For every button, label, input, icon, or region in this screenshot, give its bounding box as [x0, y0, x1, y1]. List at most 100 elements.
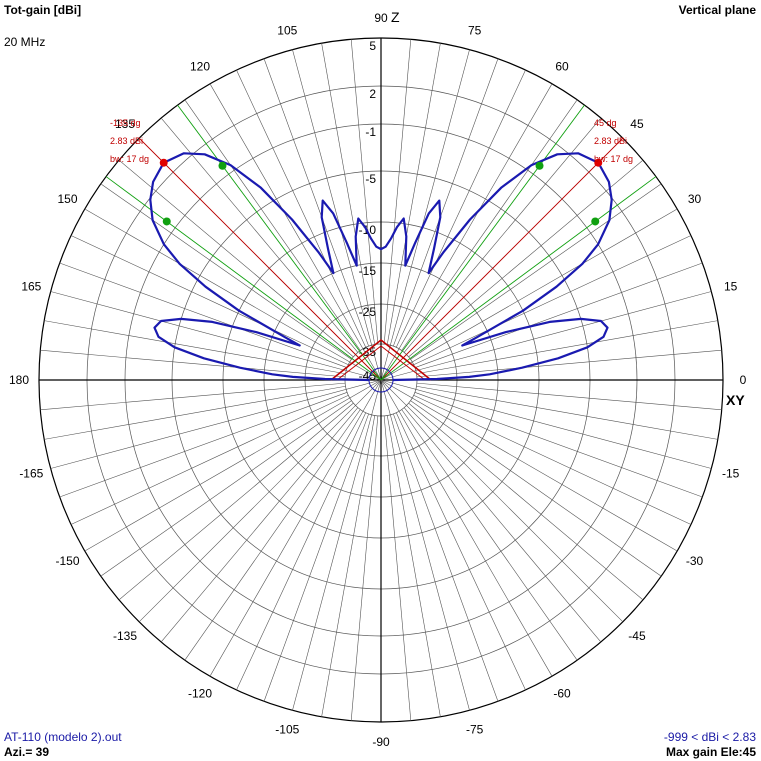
grid-spoke — [380, 379, 712, 469]
grid-spoke — [401, 409, 578, 661]
z-axis-label: Z — [391, 9, 400, 25]
beamwidth-line — [380, 104, 585, 381]
half-power-marker — [591, 217, 600, 226]
grid-spoke — [350, 39, 379, 345]
frequency-label: 20 MHz — [4, 35, 46, 49]
beam-annotations: -135 dg 2.83 dBi bw: 17 dg 45 dg 2.83 dBi bw:… — [110, 118, 633, 164]
grid-spoke — [414, 262, 703, 368]
angle-tick-label: -90 — [372, 735, 390, 749]
grid-spoke — [380, 379, 553, 677]
angle-tick-label: -150 — [55, 554, 79, 568]
angle-tick-label: -30 — [686, 554, 704, 568]
grid-spoke — [160, 407, 359, 643]
grid-spoke — [413, 394, 692, 525]
beam-annotation-text: 2.83 dBi — [110, 136, 143, 146]
radial-tick-label: -15 — [359, 264, 377, 278]
grid-spoke — [380, 208, 678, 381]
grid-spoke — [160, 117, 359, 353]
half-power-marker — [162, 217, 171, 226]
chart-title: Tot-gain [dBi] — [4, 3, 82, 17]
grid-spoke — [236, 412, 367, 691]
grid-spoke — [236, 69, 367, 348]
grid-spoke — [100, 183, 352, 360]
grid-spoke — [100, 400, 352, 577]
grid-spoke — [50, 291, 382, 381]
grid-spoke — [380, 379, 678, 552]
grid-spoke — [393, 58, 499, 347]
beamwidth-line — [177, 104, 382, 381]
beam-annotation-text: 2.83 dBi — [594, 136, 627, 146]
grid-spoke — [395, 412, 526, 691]
beamwidth-line — [380, 176, 657, 381]
angle-tick-label: 30 — [688, 192, 702, 206]
beam-annotation-text: -135 dg — [110, 118, 141, 128]
grid-spoke — [321, 43, 376, 345]
radial-tick-label: -1 — [365, 125, 376, 139]
grid-spoke — [403, 117, 602, 353]
grid-spoke — [413, 235, 692, 366]
angle-tick-label: 60 — [555, 59, 569, 73]
max-gain-line — [138, 137, 382, 381]
grid-spoke — [380, 83, 553, 381]
inner-pattern-line — [336, 345, 426, 381]
grid-spoke — [416, 320, 718, 375]
azimuth-label: Azi.= 39 — [4, 745, 50, 759]
grid-spoke — [416, 349, 722, 378]
grid-spoke — [118, 402, 354, 601]
angle-tick-label: -75 — [466, 723, 484, 737]
pattern-trace — [149, 152, 613, 382]
angle-tick-label: 180 — [9, 373, 29, 387]
grid-spoke — [380, 49, 470, 381]
xy-axis-label: XY — [726, 392, 745, 408]
grid-spoke — [263, 58, 369, 347]
angle-tick-label: -120 — [188, 687, 212, 701]
angle-tick-label: -135 — [113, 629, 137, 643]
radial-tick-label: -5 — [365, 172, 376, 186]
grid-spoke — [350, 415, 379, 721]
angle-tick-label: -165 — [19, 467, 43, 481]
grid-spoke — [416, 382, 722, 411]
grid-spoke — [386, 415, 441, 717]
grid-spoke — [292, 379, 382, 711]
grid-spoke — [209, 83, 382, 381]
grid-spoke — [59, 262, 348, 368]
angle-tick-label: -15 — [722, 467, 740, 481]
grid-spoke — [395, 69, 526, 348]
grid-spoke — [414, 392, 703, 498]
angle-tick-label: 15 — [724, 279, 738, 293]
grid-spoke — [380, 379, 470, 711]
grid-spoke — [408, 402, 644, 601]
angle-tick-label: -45 — [628, 629, 646, 643]
angle-tick-label: 135 — [115, 117, 135, 131]
grid-spoke — [380, 291, 712, 381]
radial-tick-label: 5 — [369, 39, 376, 53]
angle-tick-label: -60 — [553, 687, 571, 701]
grid-spoke — [386, 43, 441, 345]
angle-tick-label: 45 — [630, 117, 644, 131]
grid-spoke — [403, 407, 602, 643]
grid-spoke — [383, 39, 412, 345]
grid-spoke — [84, 208, 382, 381]
grid-spoke — [44, 320, 346, 375]
inner-pattern-line — [330, 338, 432, 381]
max-gain-marker — [594, 158, 603, 167]
angle-tick-label: 105 — [277, 23, 297, 37]
half-power-marker — [218, 161, 227, 170]
grid-spoke — [184, 409, 361, 661]
angle-tick-label: 90 — [374, 11, 388, 25]
beam-annotation-text: bw: 17 dg — [594, 154, 633, 164]
grid-spoke — [118, 159, 354, 358]
angle-tick-label: -105 — [275, 723, 299, 737]
grid-spoke — [70, 235, 349, 366]
grid-spoke — [408, 159, 644, 358]
grid-spoke — [84, 379, 382, 552]
grid-spoke — [393, 413, 499, 702]
grid-spoke — [416, 385, 718, 440]
max-gain-line — [380, 137, 624, 381]
angle-tick-label: 0 — [740, 373, 747, 387]
grid-spoke — [380, 379, 624, 623]
grid-spoke — [263, 413, 369, 702]
grid-spoke — [383, 415, 412, 721]
grid-spoke — [410, 400, 662, 577]
